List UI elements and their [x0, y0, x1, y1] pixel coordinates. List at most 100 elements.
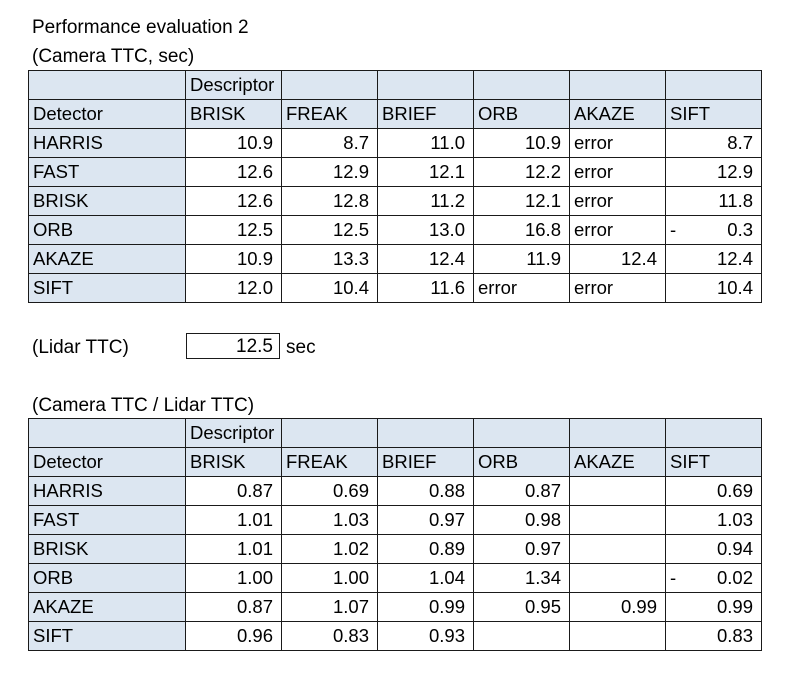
group-header-row: Descriptor — [28, 418, 762, 448]
table-cell: 12.0 — [185, 273, 282, 303]
header-blank-cell — [377, 418, 474, 448]
column-header-brisk: BRISK — [185, 447, 282, 477]
table-cell: 0.89 — [377, 534, 474, 564]
cell-value: 0.02 — [716, 567, 753, 588]
column-header-freak: FREAK — [281, 447, 378, 477]
table-cell: error — [569, 273, 666, 303]
table-cell: 0.99 — [377, 592, 474, 622]
table-cell: - 0.3 — [665, 215, 762, 245]
detector-label: FAST — [28, 505, 186, 535]
detector-label: HARRIS — [28, 476, 186, 506]
table-cell: 0.96 — [185, 621, 282, 651]
table-cell: 12.6 — [185, 186, 282, 216]
table-cell: 12.5 — [185, 215, 282, 245]
table-row: BRISK 1.01 1.02 0.89 0.97 0.94 — [28, 534, 762, 564]
table-row: FAST 1.01 1.03 0.97 0.98 1.03 — [28, 505, 762, 535]
header-blank-cell — [281, 418, 378, 448]
table-cell: 1.00 — [281, 563, 378, 593]
table-cell: 0.93 — [377, 621, 474, 651]
column-header-brisk: BRISK — [185, 99, 282, 129]
lidar-label: (Lidar TTC) — [32, 337, 129, 358]
table-cell: 11.0 — [377, 128, 474, 158]
table-cell: 8.7 — [665, 128, 762, 158]
table-cell: 12.9 — [665, 157, 762, 187]
descriptor-group-header: Descriptor — [185, 70, 282, 100]
table-cell — [569, 534, 666, 564]
header-blank-cell — [665, 70, 762, 100]
table-cell: 1.02 — [281, 534, 378, 564]
table-cell: 10.4 — [281, 273, 378, 303]
table-cell — [473, 621, 570, 651]
column-header-akaze: AKAZE — [569, 99, 666, 129]
table-row: SIFT 0.96 0.83 0.93 0.83 — [28, 621, 762, 651]
table-cell: error — [569, 186, 666, 216]
table-cell: - 0.02 — [665, 563, 762, 593]
table-cell: 1.00 — [185, 563, 282, 593]
table-cell: 16.8 — [473, 215, 570, 245]
cell-prefix: - — [670, 219, 677, 240]
table-cell: 12.9 — [281, 157, 378, 187]
table-cell: 11.9 — [473, 244, 570, 274]
cell-prefix: - — [670, 567, 677, 588]
table-cell: 0.95 — [473, 592, 570, 622]
table-cell: error — [569, 128, 666, 158]
column-header-orb: ORB — [473, 447, 570, 477]
table-cell: 0.99 — [569, 592, 666, 622]
column-header-orb: ORB — [473, 99, 570, 129]
table-cell: 0.87 — [185, 476, 282, 506]
table-cell: 1.01 — [185, 505, 282, 535]
detector-label: SIFT — [28, 621, 186, 651]
detector-label: BRISK — [28, 186, 186, 216]
table-cell — [569, 621, 666, 651]
table-cell — [569, 476, 666, 506]
detector-label: FAST — [28, 157, 186, 187]
table-row: FAST 12.6 12.9 12.1 12.2 error 12.9 — [28, 157, 762, 187]
table-cell: error — [569, 215, 666, 245]
table-cell: 10.9 — [185, 244, 282, 274]
header-blank-cell — [28, 70, 186, 100]
table-cell: 0.69 — [281, 476, 378, 506]
header-blank-cell — [665, 418, 762, 448]
detector-label: ORB — [28, 563, 186, 593]
table-cell: 12.1 — [377, 157, 474, 187]
detector-label: AKAZE — [28, 592, 186, 622]
table-cell: 11.6 — [377, 273, 474, 303]
table-row: ORB 1.00 1.00 1.04 1.34-0.02 — [28, 563, 762, 593]
column-header-akaze: AKAZE — [569, 447, 666, 477]
table-cell: 0.94 — [665, 534, 762, 564]
table-cell: 8.7 — [281, 128, 378, 158]
table-cell: 1.01 — [185, 534, 282, 564]
header-blank-cell — [569, 418, 666, 448]
column-header-brief: BRIEF — [377, 99, 474, 129]
table-cell: 12.4 — [665, 244, 762, 274]
table-cell: 12.4 — [569, 244, 666, 274]
detector-header: Detector — [28, 99, 186, 129]
detector-label: AKAZE — [28, 244, 186, 274]
table-cell: 0.83 — [281, 621, 378, 651]
header-blank-cell — [281, 70, 378, 100]
descriptor-group-header: Descriptor — [185, 418, 282, 448]
table-cell: 12.2 — [473, 157, 570, 187]
table-cell: 10.9 — [185, 128, 282, 158]
column-header-row: Detector BRISK FREAK BRIEF ORB AKAZE SIFT — [28, 447, 762, 477]
table-cell: 10.9 — [473, 128, 570, 158]
detector-label: BRISK — [28, 534, 186, 564]
table-cell: 13.0 — [377, 215, 474, 245]
table-cell: 1.03 — [665, 505, 762, 535]
detector-label: SIFT — [28, 273, 186, 303]
table-cell: 12.8 — [281, 186, 378, 216]
table-cell: 11.2 — [377, 186, 474, 216]
table-cell: 12.5 — [281, 215, 378, 245]
table-row: SIFT 12.0 10.4 11.6 error error 10.4 — [28, 273, 762, 303]
table-cell: error — [569, 157, 666, 187]
table1-caption: (Camera TTC, sec) — [32, 46, 195, 67]
table-cell: 12.1 — [473, 186, 570, 216]
header-blank-cell — [28, 418, 186, 448]
table-cell: 12.4 — [377, 244, 474, 274]
table2-caption: (Camera TTC / Lidar TTC) — [32, 395, 255, 416]
table-cell: 0.69 — [665, 476, 762, 506]
table-cell: error — [473, 273, 570, 303]
detector-header: Detector — [28, 447, 186, 477]
table-cell: 1.34 — [473, 563, 570, 593]
table-cell: 1.04 — [377, 563, 474, 593]
